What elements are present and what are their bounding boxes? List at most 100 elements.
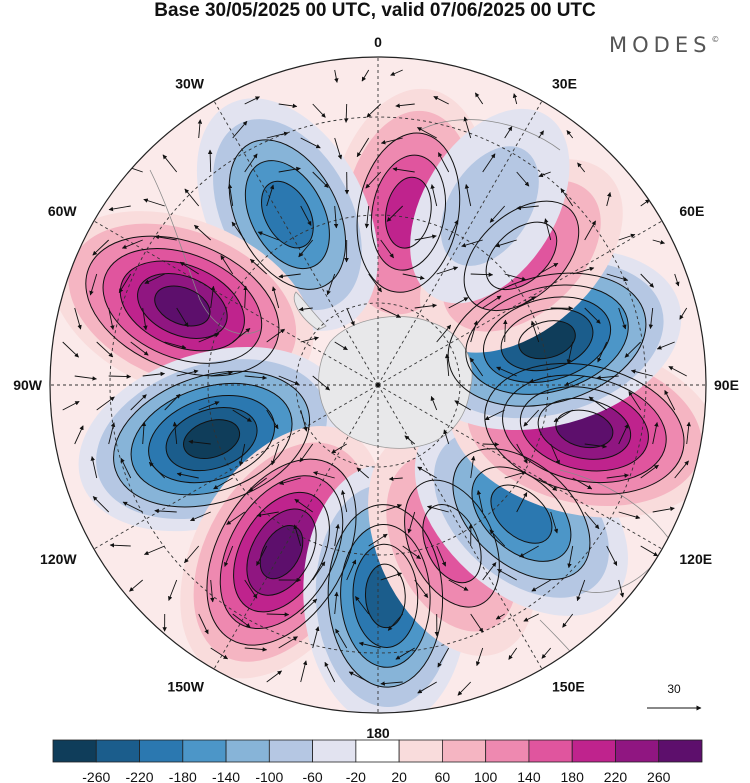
wind-vector <box>278 273 301 279</box>
wind-vector <box>438 152 450 173</box>
contour-ring <box>113 370 311 508</box>
wind-vector <box>266 409 279 430</box>
wind-vector <box>495 239 517 248</box>
wind-vector <box>300 336 319 343</box>
wind-vector <box>172 421 178 445</box>
colorbar-swatch <box>615 739 660 763</box>
colorbar-swatch <box>658 739 703 763</box>
brand-logo: MODES© <box>609 33 719 57</box>
wind-vector <box>90 456 98 479</box>
longitude-label: 150E <box>552 678 585 694</box>
wind-vector <box>331 443 347 454</box>
reference-vector-value: 30 <box>667 682 681 696</box>
wind-vector <box>436 266 459 275</box>
colorbar-label: 260 <box>647 769 671 783</box>
contour-ring <box>352 543 419 648</box>
lobe-contours <box>228 139 347 290</box>
contour-ring <box>183 419 241 459</box>
contour-ring <box>537 397 632 460</box>
colorbar-swatch <box>485 739 530 763</box>
contour-ring <box>244 160 330 270</box>
meridian-line <box>377 384 543 670</box>
wind-vectors <box>62 69 691 696</box>
wind-vector <box>640 464 659 479</box>
wind-vector <box>628 391 642 411</box>
wind-vector <box>562 613 574 628</box>
wind-vector <box>324 661 336 683</box>
wind-vector <box>278 636 298 649</box>
wind-vector <box>294 498 313 513</box>
wind-vector <box>541 647 552 659</box>
wind-vector <box>278 166 301 173</box>
wind-vector <box>326 273 336 296</box>
wind-vector <box>531 579 551 592</box>
map-title: Base 30/05/2025 00 UTC, valid 07/06/2025… <box>154 0 596 21</box>
brand-mark: © <box>711 35 720 44</box>
wind-vector <box>674 460 689 479</box>
contour-ring <box>463 200 580 312</box>
wind-vector <box>430 184 438 207</box>
wind-vector <box>198 613 209 635</box>
wind-vector <box>312 171 329 188</box>
wind-vector <box>584 307 601 324</box>
wind-vector <box>686 421 691 445</box>
wind-vector <box>358 641 381 649</box>
wind-vector <box>257 231 279 241</box>
colorbar-label: 180 <box>561 769 585 783</box>
wind-vector <box>523 613 539 622</box>
wind-vector <box>361 69 370 82</box>
contour-ring <box>340 523 431 668</box>
wind-vector <box>299 443 314 463</box>
wind-vector <box>168 579 178 601</box>
contour-ring <box>246 508 317 596</box>
wind-vector <box>504 273 527 282</box>
colorbar-label: -100 <box>255 769 283 783</box>
wind-vector <box>380 307 401 318</box>
lobe-contours <box>206 458 357 646</box>
wind-vector <box>118 273 132 294</box>
wind-vector <box>495 613 505 620</box>
contour-ring <box>500 308 594 372</box>
wind-vector <box>470 455 476 479</box>
contour-ring <box>85 235 280 377</box>
wind-vector <box>210 579 215 603</box>
contour-ring <box>219 475 344 630</box>
longitude-label: 180 <box>366 725 390 741</box>
wind-vector <box>530 320 540 343</box>
wind-vector <box>162 154 178 173</box>
wind-vector <box>143 545 165 555</box>
wind-vector <box>404 435 415 445</box>
wind-vector <box>512 93 518 105</box>
wind-vector <box>266 131 289 139</box>
wind-vector <box>618 307 627 330</box>
wind-vector <box>130 341 149 356</box>
wind-vector <box>656 341 675 350</box>
wind-vector <box>198 333 220 343</box>
colorbar-label: -220 <box>126 769 154 783</box>
wind-vector <box>184 188 200 207</box>
wind-vector <box>390 69 403 76</box>
contour-ring <box>119 260 245 352</box>
colorbar-swatch <box>52 739 97 763</box>
wind-vector <box>232 613 251 628</box>
contour-ring <box>404 479 500 608</box>
wind-vector <box>312 561 326 581</box>
wind-vector <box>436 324 452 343</box>
contour-ring <box>555 409 614 449</box>
meridian-line <box>93 384 379 550</box>
reference-vector: 30 <box>647 682 702 711</box>
wind-vector <box>606 273 629 282</box>
wind-vector <box>426 505 449 513</box>
contour-ring <box>484 362 685 495</box>
wind-vector <box>62 341 79 358</box>
wind-vector <box>365 171 382 189</box>
wind-vector <box>519 545 539 558</box>
contour-ring <box>259 525 304 580</box>
wind-vector <box>443 429 450 445</box>
contour-ring <box>422 504 482 584</box>
wind-vector <box>143 198 165 207</box>
wind-vector <box>312 103 326 118</box>
wind-vector <box>474 92 484 105</box>
wind-vector <box>298 239 314 258</box>
colorbar-label: -260 <box>82 769 110 783</box>
